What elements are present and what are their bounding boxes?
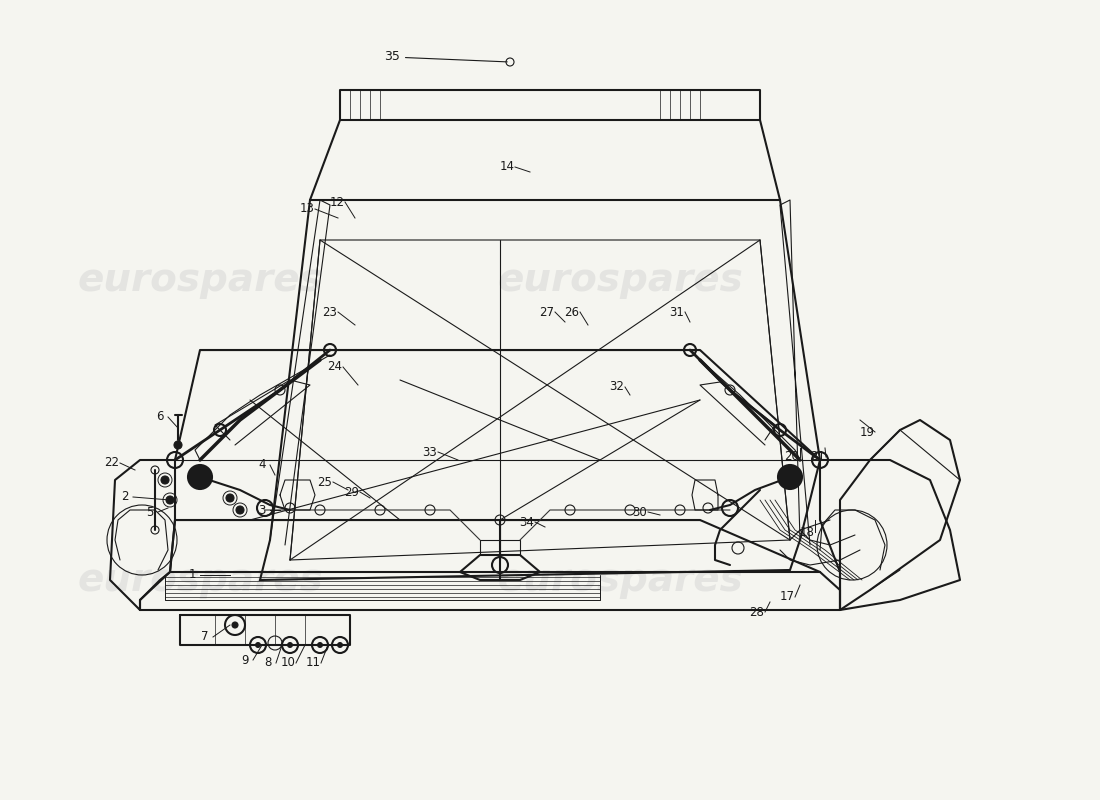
Text: 27: 27 [539, 306, 554, 318]
Circle shape [195, 472, 205, 482]
Text: eurospares: eurospares [497, 261, 742, 299]
Text: 29: 29 [344, 486, 360, 498]
Text: 6: 6 [156, 410, 164, 423]
Text: 4: 4 [258, 458, 266, 471]
Circle shape [166, 496, 174, 504]
Text: 33: 33 [422, 446, 438, 458]
Text: 20: 20 [784, 450, 800, 463]
Text: eurospares: eurospares [77, 561, 323, 599]
Text: 18: 18 [800, 526, 814, 538]
Text: 1: 1 [188, 569, 196, 582]
Text: 8: 8 [264, 657, 272, 670]
Text: 21: 21 [811, 450, 825, 463]
Text: 24: 24 [328, 361, 342, 374]
Text: 10: 10 [280, 657, 296, 670]
Text: 28: 28 [749, 606, 764, 618]
Circle shape [232, 622, 238, 628]
Text: 9: 9 [241, 654, 249, 666]
Circle shape [778, 465, 802, 489]
Text: 19: 19 [859, 426, 874, 438]
Circle shape [255, 642, 261, 648]
Text: 5: 5 [146, 506, 154, 518]
Text: 13: 13 [299, 202, 315, 215]
Text: 17: 17 [780, 590, 794, 603]
Text: 23: 23 [322, 306, 338, 318]
Text: 7: 7 [201, 630, 209, 643]
Text: 32: 32 [609, 381, 625, 394]
Circle shape [174, 441, 182, 449]
Text: 22: 22 [104, 457, 120, 470]
Circle shape [226, 494, 234, 502]
Text: 14: 14 [499, 161, 515, 174]
Text: 34: 34 [519, 515, 535, 529]
Circle shape [337, 642, 343, 648]
Text: eurospares: eurospares [77, 261, 323, 299]
Text: 25: 25 [318, 475, 332, 489]
Circle shape [317, 642, 323, 648]
Circle shape [236, 506, 244, 514]
Text: 31: 31 [670, 306, 684, 318]
Text: 35: 35 [384, 50, 507, 63]
Text: 2: 2 [121, 490, 129, 503]
Circle shape [785, 472, 795, 482]
Text: 30: 30 [632, 506, 648, 518]
Circle shape [161, 476, 169, 484]
Text: eurospares: eurospares [497, 561, 742, 599]
Text: 26: 26 [564, 306, 580, 318]
Text: 12: 12 [330, 195, 344, 209]
Circle shape [188, 465, 212, 489]
Circle shape [287, 642, 293, 648]
Text: 11: 11 [306, 657, 320, 670]
Text: 3: 3 [258, 503, 266, 517]
